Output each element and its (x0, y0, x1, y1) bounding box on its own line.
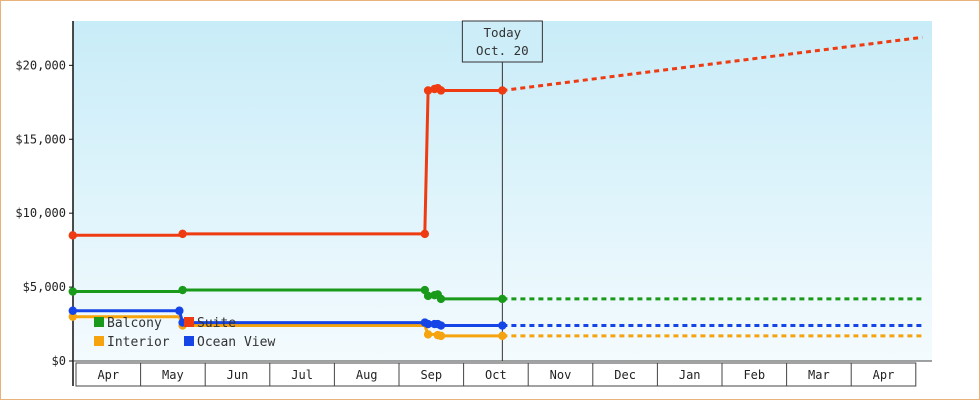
data-point-balcony (498, 294, 507, 304)
x-tick-label: Mar (808, 368, 830, 382)
x-tick-label: Apr (873, 368, 895, 382)
data-point-suite (68, 231, 77, 240)
data-point-balcony (178, 285, 187, 295)
data-point-suite (178, 229, 187, 239)
legend-label-ocean-view: Ocean View (197, 335, 275, 350)
x-tick-label: Dec (614, 368, 636, 382)
data-point-balcony (423, 291, 433, 301)
today-box (461, 20, 543, 63)
data-point-interior (498, 331, 507, 341)
y-tick-label: $5,000 (23, 280, 66, 294)
today-label: Today (484, 25, 522, 40)
legend-swatch-interior (94, 336, 104, 346)
x-tick-label: Jun (227, 368, 249, 382)
data-point-interior (68, 312, 77, 321)
x-tick-label: Sep (420, 368, 442, 382)
legend-swatch-balcony (94, 317, 104, 327)
month-axis-band (75, 362, 917, 387)
legend: Balcony Suite Interior Ocean View (94, 316, 275, 350)
data-point-ocean-view (498, 321, 507, 330)
data-point-interior (423, 330, 433, 339)
y-tick-label: $10,000 (15, 206, 66, 220)
y-tick-label: $15,000 (15, 132, 66, 146)
y-tick-label: $20,000 (15, 58, 66, 72)
y-tick-label: $0 (52, 354, 66, 368)
legend-swatch-suite (184, 317, 194, 327)
x-tick-label: Apr (97, 368, 119, 382)
data-point-interior (436, 331, 446, 341)
axes: $0 $5,000 $10,000 $15,000 $20,000 Apr May Jun Ju… (15, 21, 932, 387)
data-point-suite (436, 86, 446, 95)
data-point-suite (423, 86, 433, 95)
today-marker: Today Oct. 20 (461, 20, 543, 361)
x-tick-label: Nov (550, 368, 572, 382)
x-tick-label: May (162, 368, 184, 382)
x-tick-label: Feb (743, 368, 765, 382)
series-projection-suite (502, 35, 923, 92)
today-date: Oct. 20 (476, 43, 529, 58)
x-tick-label: Oct (485, 368, 507, 382)
series-lines (68, 35, 923, 341)
data-point-ocean-view (423, 319, 433, 329)
data-point-suite (498, 86, 507, 95)
legend-swatch-ocean-view (184, 336, 194, 346)
x-tick-label: Jan (679, 368, 701, 382)
x-tick-label: Jul (291, 368, 313, 382)
legend-label-suite: Suite (197, 316, 236, 331)
legend-label-balcony: Balcony (107, 316, 162, 331)
data-point-balcony (436, 294, 446, 304)
x-tick-label: Aug (356, 368, 378, 382)
data-point-ocean-view (68, 306, 77, 315)
data-point-ocean-view (175, 306, 184, 315)
data-point-ocean-view (436, 321, 446, 330)
data-point-balcony (68, 287, 77, 296)
legend-label-interior: Interior (107, 335, 170, 350)
data-point-suite (420, 229, 430, 239)
